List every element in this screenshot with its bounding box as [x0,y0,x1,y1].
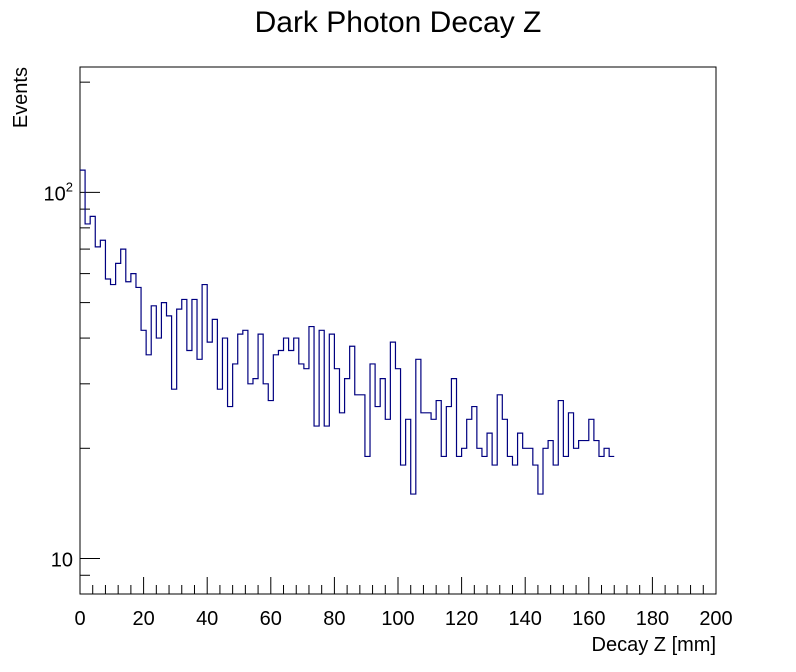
y-tick-label: 102 [44,179,73,205]
x-axis-label: Decay Z [mm] [592,634,716,656]
x-tick-label: 200 [699,608,732,630]
y-axis: 10 102 [44,81,100,595]
x-tick-label: 180 [636,608,669,630]
x-tick-label: 20 [132,608,154,630]
x-tick-label: 40 [196,608,218,630]
chart-title: Dark Photon Decay Z [255,6,542,39]
x-axis: 0 20 40 60 80 100 120 140 160 180 200 [74,577,733,630]
x-tick-label: 80 [323,608,345,630]
x-tick-label: 100 [381,608,414,630]
x-tick-label: 120 [445,608,478,630]
histogram-line [80,169,615,495]
y-tick-label: 10 [51,550,73,572]
x-tick-label: 60 [260,608,282,630]
x-tick-label: 140 [509,608,542,630]
x-tick-label: 160 [572,608,605,630]
y-axis-label: Events [10,67,32,128]
x-tick-label: 0 [74,608,85,630]
